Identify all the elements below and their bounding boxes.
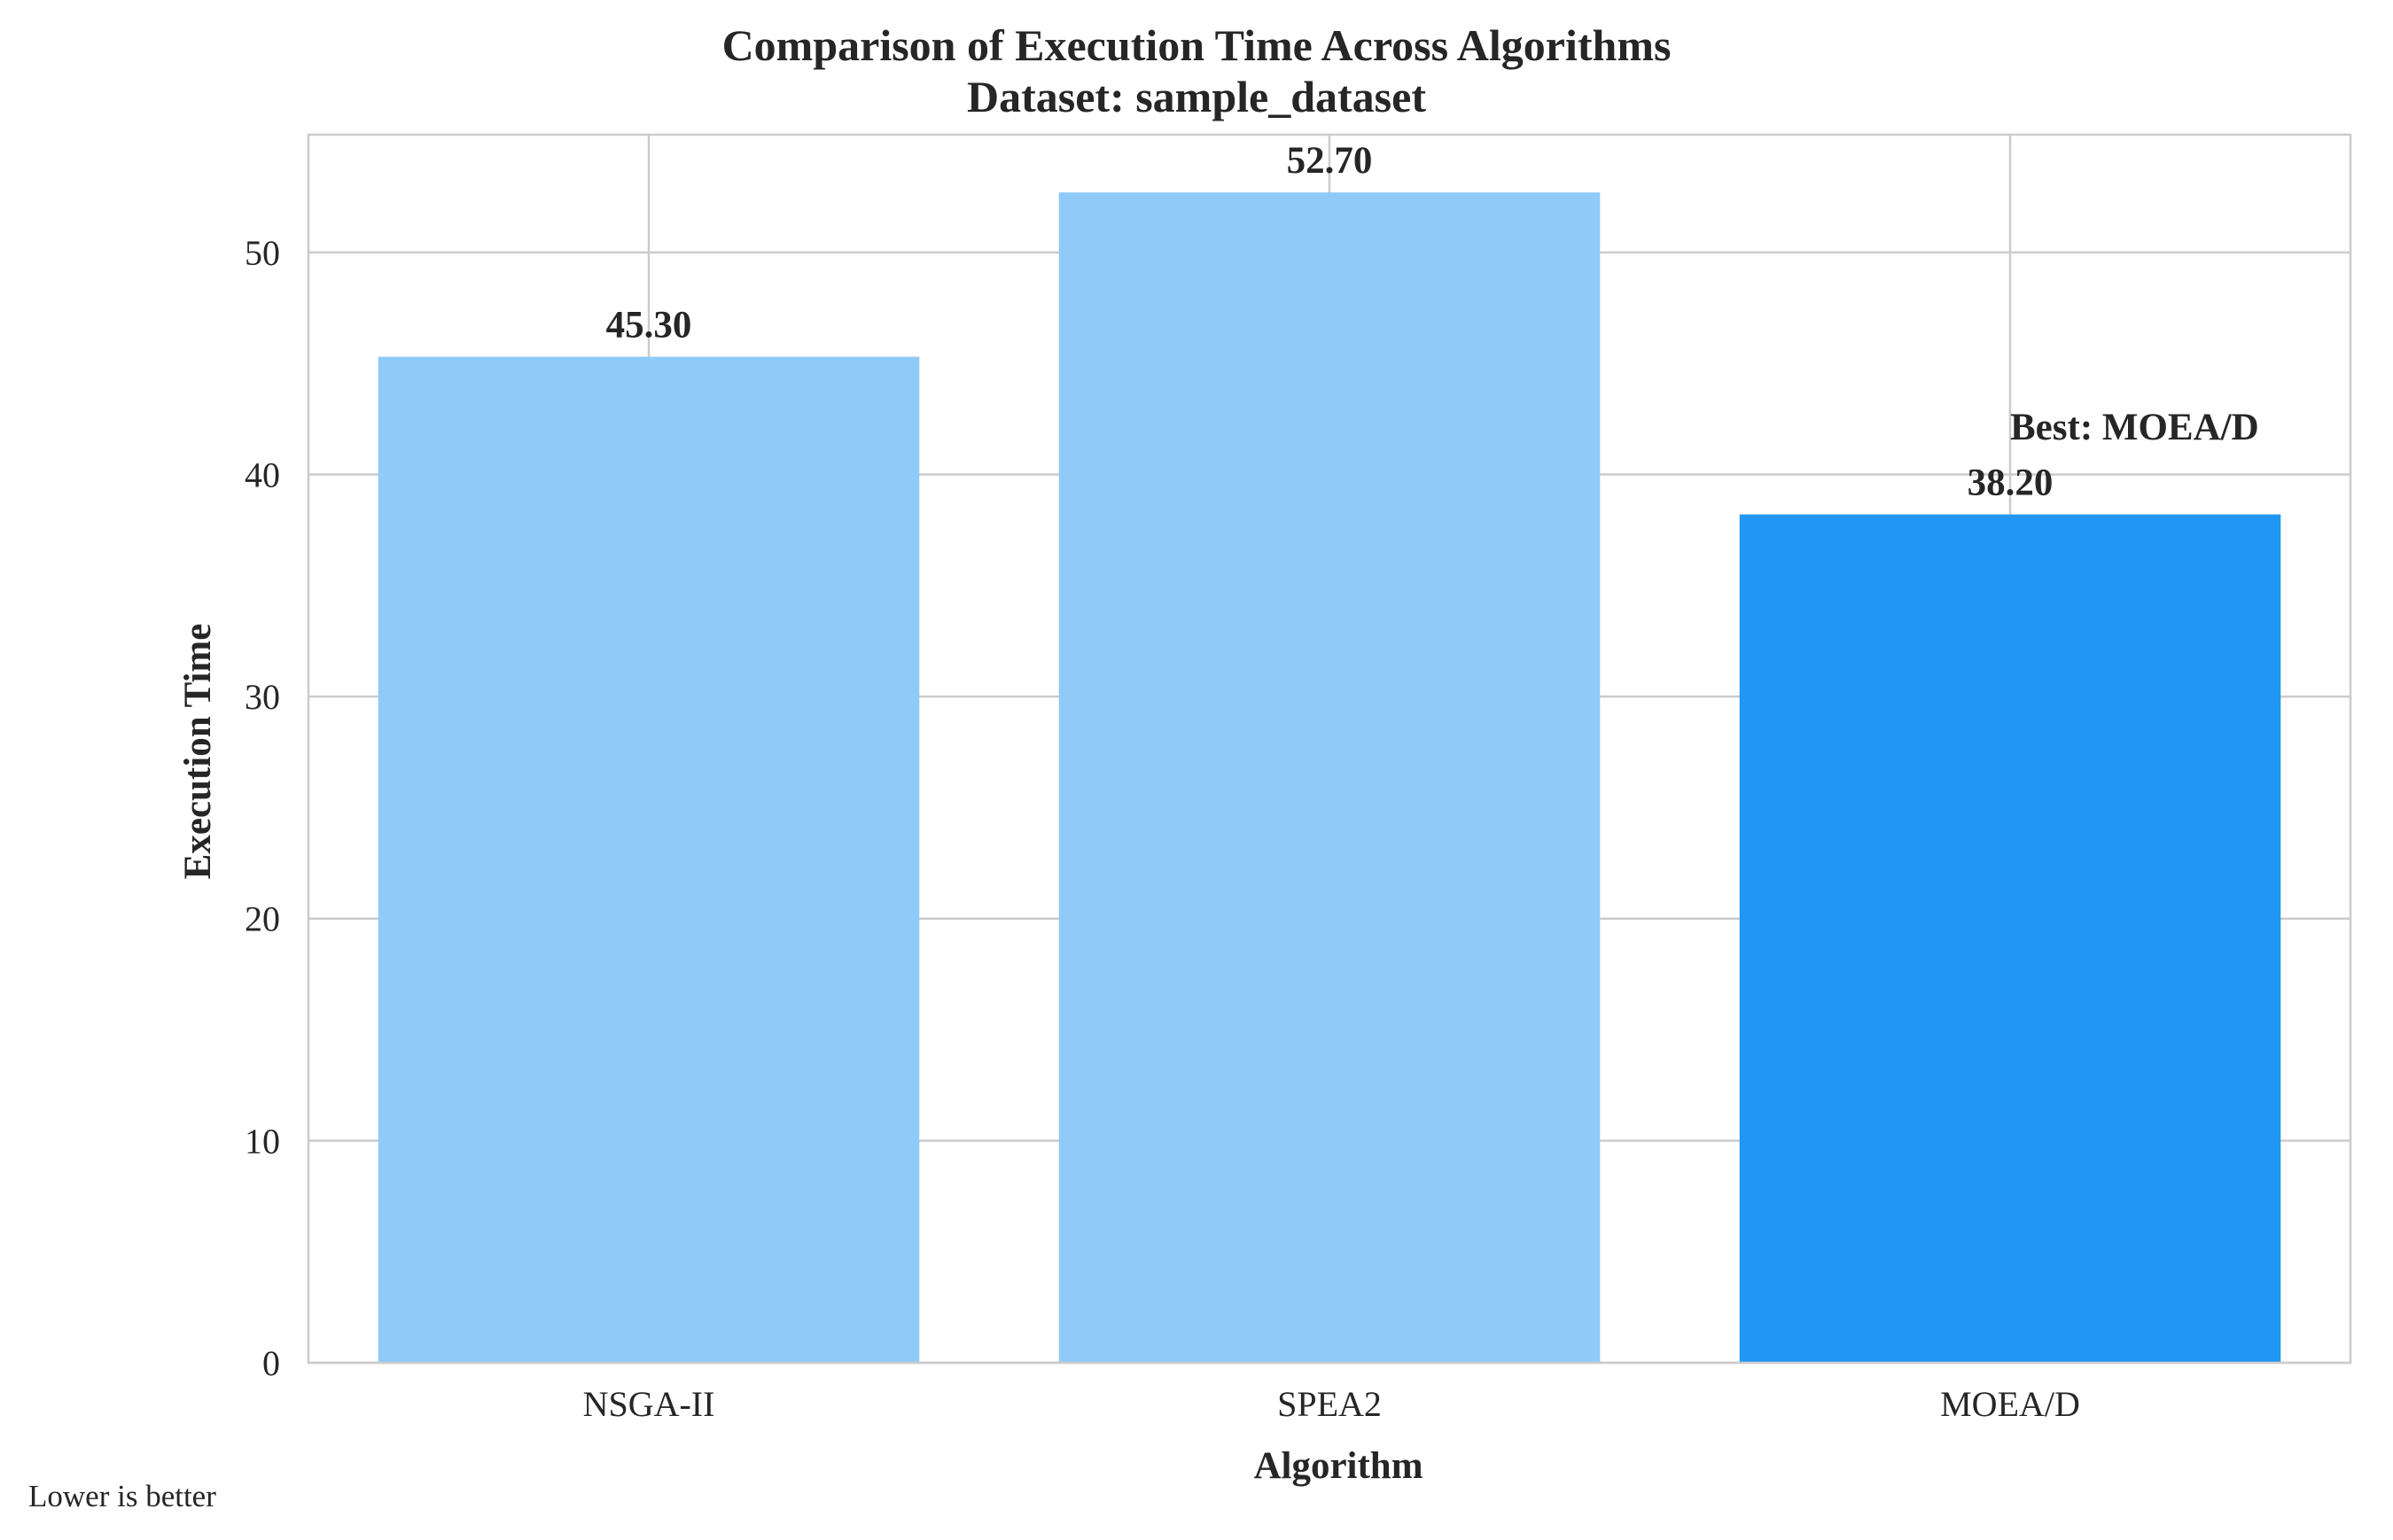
data-label: 38.20 [1968,463,2054,504]
data-label: 52.70 [1287,140,1373,182]
best-annotation: Best: MOEA/D [2010,407,2259,448]
chart-subtitle: Dataset: sample_dataset [967,72,1426,121]
x-tick-label: NSGA-II [583,1384,715,1424]
x-axis-label: Algorithm [1253,1445,1423,1487]
data-label: 45.30 [606,305,692,346]
y-tick-label: 40 [245,455,280,494]
chart-title: Comparison of Execution Time Across Algo… [722,20,1672,70]
x-tick-label: MOEA/D [1940,1384,2080,1424]
y-tick-label: 20 [245,899,280,939]
y-tick-label: 50 [245,233,280,273]
bars-layer [378,192,2281,1363]
bar-moea-d [1739,514,2281,1363]
x-tick-label: SPEA2 [1277,1384,1382,1424]
bar-spea2 [1058,192,1601,1363]
y-axis-label: Execution Time [177,624,219,880]
y-tick-label: 30 [245,677,280,717]
footnote: Lower is better [28,1479,216,1513]
bar-nsga-ii [378,356,920,1363]
data-labels-layer: 45.30 52.70 38.20 [606,140,2054,503]
y-tick-label: 0 [262,1343,280,1383]
plot-frame [307,133,2352,1365]
y-tick-label: 10 [245,1121,280,1161]
ticks-layer: 0 10 20 30 40 50 NSGA-II SPEA2 MOEA/D [245,233,2080,1424]
